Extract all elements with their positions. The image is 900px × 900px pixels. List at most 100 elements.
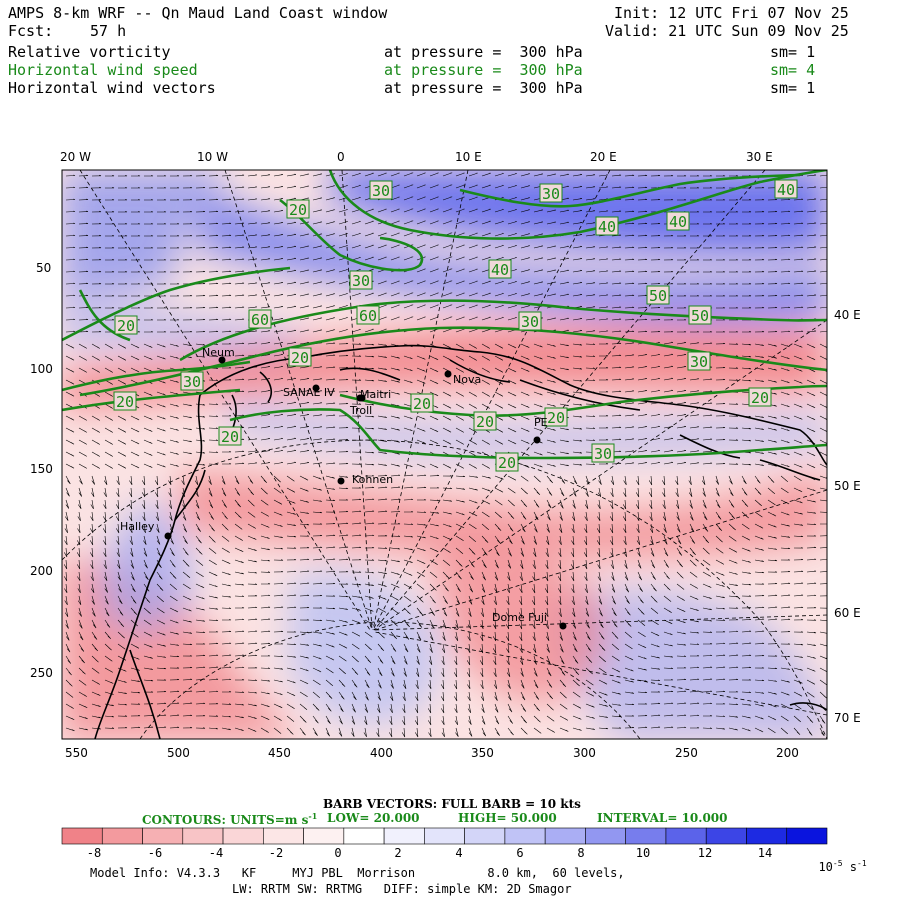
colorbar-tick: 10 <box>635 846 651 860</box>
left-axis-label: 250 <box>30 666 53 680</box>
colorbar-tick: 14 <box>757 846 773 860</box>
contour-label-box <box>688 305 712 325</box>
top-lon-label: 10 E <box>455 150 482 164</box>
station-label: Halley <box>120 520 155 533</box>
station-dot <box>337 477 345 485</box>
contour-label: 20 <box>498 454 516 472</box>
top-lon-label: 0 <box>337 150 345 164</box>
contour-label: 40 <box>669 213 687 231</box>
contour-label-box <box>113 391 137 411</box>
contour-label-box <box>544 407 568 427</box>
contour-label-box <box>248 309 272 329</box>
colorbar-unit-suffix-exponent: -1 <box>857 859 867 868</box>
contour-label-box <box>349 270 373 290</box>
colorbar-tick: 2 <box>394 846 402 860</box>
field-pressure-windspeed: at pressure = 300 hPa <box>384 61 583 79</box>
contour-label: 30 <box>352 272 370 290</box>
station-label: Maitri <box>360 388 391 401</box>
bottom-axis-label: 300 <box>573 746 596 760</box>
right-lon-label: 50 E <box>834 479 861 493</box>
bottom-axis-label: 200 <box>776 746 799 760</box>
station-label: Neum <box>202 346 235 359</box>
station-dot <box>533 436 541 444</box>
contour-label: 30 <box>183 373 201 391</box>
contours-legend: CONTOURS: UNITS=m s-1 <box>142 811 317 827</box>
station-dot <box>312 384 320 392</box>
bottom-axis-label: 500 <box>167 746 190 760</box>
map-title: AMPS 8-km WRF -- Qn Maud Land Coast wind… <box>8 4 388 22</box>
bottom-axis-label: 250 <box>675 746 698 760</box>
left-axis-label: 150 <box>30 462 53 476</box>
top-lon-label: 20 E <box>590 150 617 164</box>
contour-label: 20 <box>116 393 134 411</box>
contour-labels: 30 30 40 20 40 40 30 40 50 50 20 60 60 30 30 20 20 30 20 20… <box>113 179 798 472</box>
right-lon-label: 40 E <box>834 308 861 322</box>
colorbar-tick: 12 <box>697 846 713 860</box>
contour-label: 20 <box>476 413 494 431</box>
left-axis-label: 200 <box>30 564 53 578</box>
right-lon-label: 70 E <box>834 711 861 725</box>
colorbar-tick: -6 <box>147 846 163 860</box>
top-lon-label: 30 E <box>746 150 773 164</box>
station-label: Troll <box>349 404 372 417</box>
contour-label-box <box>748 387 772 407</box>
contour-label: 20 <box>117 317 135 335</box>
model-info: Model Info: V4.3.3 KF MYJ PBL Morrison 8… <box>90 866 625 880</box>
bottom-axis-label: 450 <box>268 746 291 760</box>
top-lon-label: 10 W <box>197 150 228 164</box>
field-name-windvectors: Horizontal wind vectors <box>8 79 216 97</box>
station-dot <box>218 356 226 364</box>
contour-label: 40 <box>491 261 509 279</box>
station-label: SANAE IV <box>283 386 335 399</box>
init-time: Init: 12 UTC Fri 07 Nov 25 <box>614 4 849 22</box>
station-markers: Neum SANAE IV Troll Nova PE Maitri Kohnen Halle… <box>120 346 567 630</box>
contour-label-box <box>286 199 310 219</box>
contour-label-box <box>666 211 690 231</box>
station-dot <box>356 394 364 402</box>
colorbar-tick: 6 <box>516 846 524 860</box>
right-lon-label: 60 E <box>834 606 861 620</box>
contour-label-box <box>369 180 393 200</box>
contours-units-label: CONTOURS: UNITS=m s <box>142 813 309 827</box>
contour-label-box <box>595 216 619 236</box>
contours-high: HIGH= 50.000 <box>458 811 557 825</box>
field-pressure-windvectors: at pressure = 300 hPa <box>384 79 583 97</box>
contours-interval: INTERVAL= 10.000 <box>597 811 728 825</box>
colorbar-tick: -8 <box>86 846 102 860</box>
station-label: Nova <box>453 373 481 386</box>
station-dot <box>559 622 567 630</box>
contour-label-box <box>687 351 711 371</box>
station-label: Dome Fuji <box>492 611 547 624</box>
contour-label-box <box>591 443 615 463</box>
left-axis-label: 50 <box>36 261 52 275</box>
barb-legend: BARB VECTORS: FULL BARB = 10 kts <box>323 797 581 811</box>
contour-label-box <box>114 315 138 335</box>
colorbar-tick: 0 <box>334 846 342 860</box>
colorbar-units: 10-5 s-1 <box>804 845 867 874</box>
colorbar-tick: -4 <box>208 846 224 860</box>
contour-label: 50 <box>649 287 667 305</box>
contour-label: 30 <box>372 182 390 200</box>
contour-label-box <box>180 371 204 391</box>
contour-label-box <box>410 393 434 413</box>
colorbar-tick: 4 <box>455 846 463 860</box>
contour-label: 30 <box>542 185 560 203</box>
field-pressure-vorticity: at pressure = 300 hPa <box>384 43 583 61</box>
contour-label-box <box>488 259 512 279</box>
contour-label: 30 <box>690 353 708 371</box>
contour-label: 60 <box>359 307 377 325</box>
contour-label-box <box>518 311 542 331</box>
bottom-axis-label: 400 <box>370 746 393 760</box>
contour-label-box <box>495 452 519 472</box>
colorbar-unit-base: 10 <box>818 860 833 874</box>
contour-label: 20 <box>221 428 239 446</box>
contour-label-box <box>473 411 497 431</box>
model-physics: LW: RRTM SW: RRTMG DIFF: simple KM: 2D S… <box>232 882 572 896</box>
colorbar-unit-exponent: -5 <box>832 859 843 868</box>
valid-time: Valid: 21 UTC Sun 09 Nov 25 <box>605 22 849 40</box>
field-name-vorticity: Relative vorticity <box>8 43 171 61</box>
contour-label: 50 <box>691 307 709 325</box>
contours-low: LOW= 20.000 <box>327 811 420 825</box>
contour-label: 30 <box>521 313 539 331</box>
